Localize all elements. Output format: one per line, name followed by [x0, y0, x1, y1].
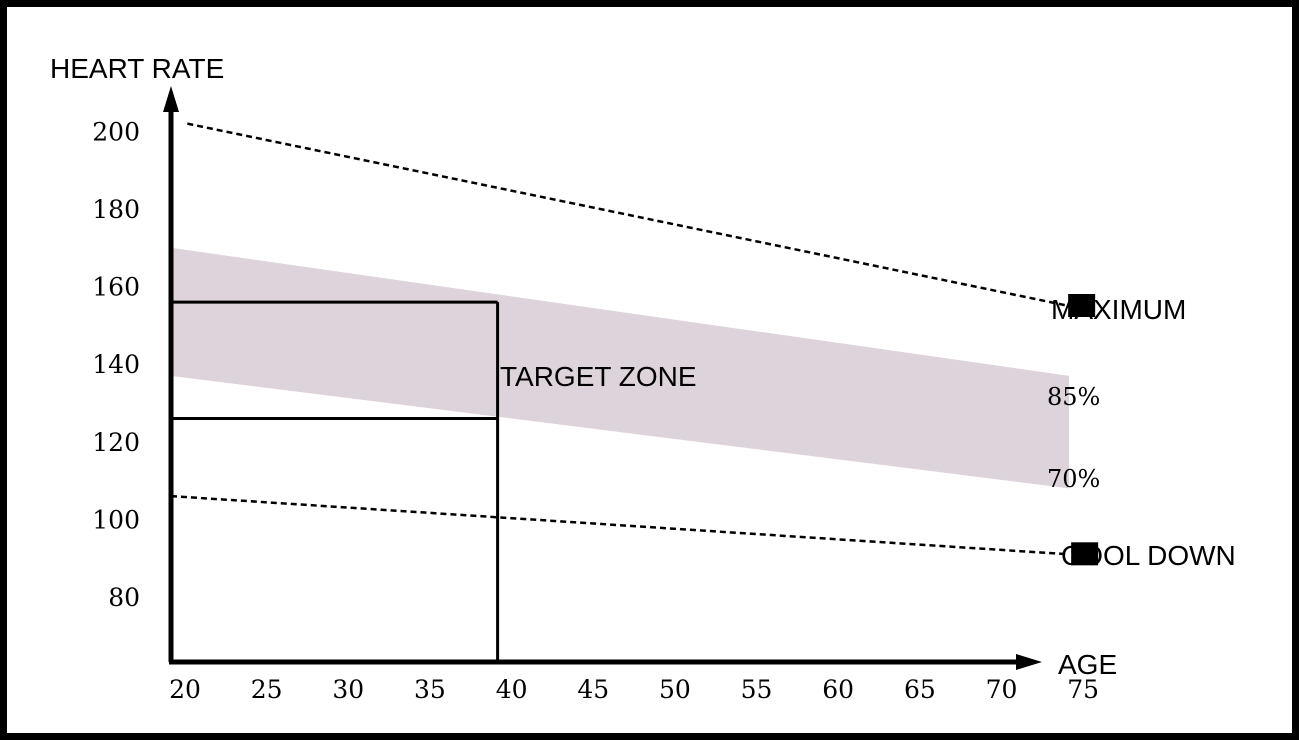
y-tick-label: 200: [92, 117, 140, 146]
x-tick-label: 40: [496, 675, 528, 704]
y-axis-title: HEART RATE: [50, 53, 224, 84]
cool-down-marker: [1071, 542, 1099, 566]
target-zone-label: TARGET ZONE: [500, 361, 697, 392]
x-tick-label: 75: [1067, 675, 1099, 704]
lower-percent-label: 70%: [1047, 465, 1100, 493]
x-tick-label: 30: [332, 675, 364, 704]
y-tick-label: 120: [92, 428, 140, 457]
x-axis-title: AGE: [1058, 649, 1117, 680]
y-tick-label: 100: [92, 505, 140, 534]
y-tick-labels: 80 100 120 140 160 180 200: [92, 117, 140, 612]
x-tick-label: 70: [986, 675, 1018, 704]
x-tick-label: 55: [741, 675, 773, 704]
x-tick-label: 25: [251, 675, 283, 704]
cool-down-label: COOL DOWN: [1061, 540, 1236, 571]
x-axis-arrow: [1016, 654, 1042, 670]
y-tick-label: 80: [108, 583, 140, 612]
cool-down-line: [170, 494, 1070, 556]
y-axis-arrow: [163, 86, 179, 112]
y-tick-label: 180: [92, 195, 140, 224]
maximum-line: [187, 122, 1070, 308]
maximum-label: MAXIMUM: [1051, 294, 1186, 325]
x-tick-label: 65: [904, 675, 936, 704]
maximum-marker: [1068, 294, 1096, 317]
target-zone-band: [171, 247, 1070, 489]
upper-percent-label: 85%: [1047, 383, 1100, 411]
x-tick-labels: 20 25 30 35 40 45 50 55 60 65 70 75: [169, 675, 1099, 704]
y-tick-label: 160: [92, 273, 140, 302]
x-tick-label: 20: [169, 675, 201, 704]
x-tick-label: 50: [659, 675, 691, 704]
x-tick-label: 45: [577, 675, 609, 704]
x-tick-label: 60: [822, 675, 854, 704]
x-tick-label: 35: [414, 675, 446, 704]
y-tick-label: 140: [92, 350, 140, 379]
